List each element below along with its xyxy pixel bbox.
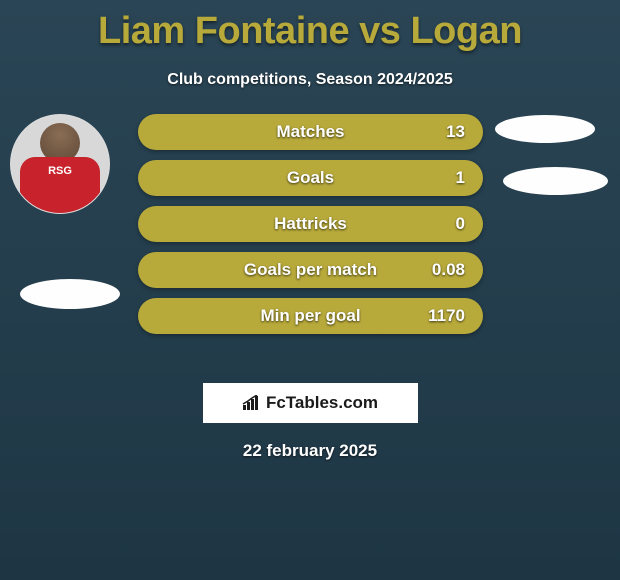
stat-bar-goals: Goals 1 xyxy=(138,160,483,196)
placeholder-oval-right-1 xyxy=(495,115,595,143)
stat-bar-matches: Matches 13 xyxy=(138,114,483,150)
stat-label: Goals per match xyxy=(244,260,377,280)
logo-text: FcTables.com xyxy=(266,393,378,413)
fctables-logo: FcTables.com xyxy=(203,383,418,423)
jersey-label: RSG xyxy=(48,165,72,177)
stat-value: 0.08 xyxy=(432,260,465,280)
stat-label: Matches xyxy=(276,122,344,142)
stat-value: 1170 xyxy=(428,306,465,326)
comparison-title: Liam Fontaine vs Logan xyxy=(0,0,620,53)
stat-label: Min per goal xyxy=(260,306,360,326)
chart-icon xyxy=(242,395,262,411)
stat-label: Hattricks xyxy=(274,214,347,234)
stat-value: 1 xyxy=(456,168,465,188)
stat-bar-gpm: Goals per match 0.08 xyxy=(138,252,483,288)
season-subtitle: Club competitions, Season 2024/2025 xyxy=(0,71,620,89)
stats-container: RSG Matches 13 Goals 1 Hattricks 0 Goals… xyxy=(0,119,620,369)
placeholder-oval-left xyxy=(20,279,120,309)
placeholder-oval-right-2 xyxy=(503,167,608,195)
stat-bars: Matches 13 Goals 1 Hattricks 0 Goals per… xyxy=(138,114,483,344)
stat-value: 0 xyxy=(456,214,465,234)
stat-label: Goals xyxy=(287,168,334,188)
stat-bar-hattricks: Hattricks 0 xyxy=(138,206,483,242)
stat-value: 13 xyxy=(446,122,465,142)
player-left-avatar: RSG xyxy=(10,114,110,214)
comparison-date: 22 february 2025 xyxy=(0,441,620,461)
stat-bar-mpg: Min per goal 1170 xyxy=(138,298,483,334)
